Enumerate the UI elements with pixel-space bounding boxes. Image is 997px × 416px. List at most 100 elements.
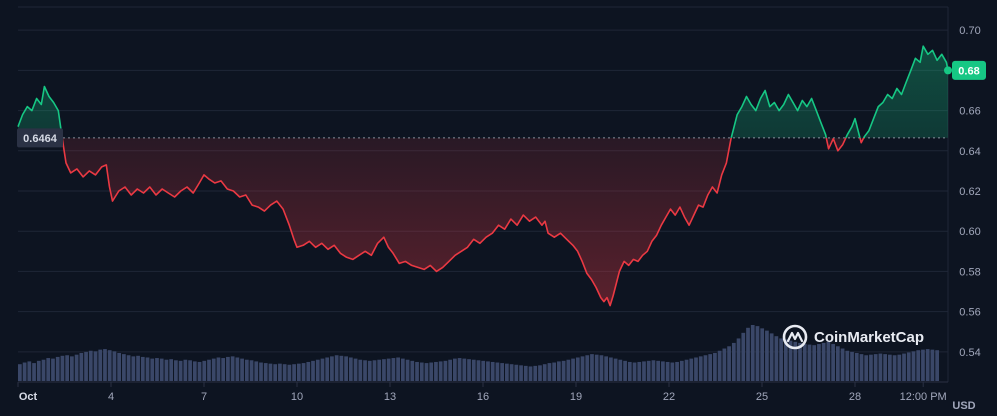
reference-price-label: 0.6464 bbox=[23, 133, 58, 145]
volume-bar bbox=[750, 325, 755, 381]
volume-bar bbox=[585, 355, 590, 381]
volume-bar bbox=[783, 339, 788, 381]
volume-bar bbox=[367, 360, 372, 381]
volume-bar bbox=[481, 360, 486, 381]
volume-bar bbox=[424, 363, 429, 381]
volume-bar bbox=[911, 351, 916, 381]
x-tick-label: 16 bbox=[477, 391, 489, 403]
volume-bar bbox=[684, 359, 689, 381]
volume-bar bbox=[207, 359, 211, 381]
volume-bar bbox=[410, 360, 415, 381]
area-below-reference bbox=[62, 137, 864, 306]
y-tick-label: 0.60 bbox=[959, 226, 980, 238]
volume-bar bbox=[263, 363, 268, 381]
volume-bar bbox=[623, 360, 627, 381]
volume-bar bbox=[391, 358, 396, 381]
volume-bar bbox=[55, 356, 60, 381]
volume-bar bbox=[344, 356, 348, 381]
volume-bar bbox=[731, 342, 736, 381]
volume-bar bbox=[490, 361, 495, 381]
volume-bar bbox=[713, 353, 717, 381]
volume-bar bbox=[646, 360, 651, 381]
volume-bar bbox=[722, 348, 727, 381]
volume-bar bbox=[358, 359, 363, 381]
volume-bar bbox=[235, 357, 240, 381]
volume-bar bbox=[79, 353, 84, 381]
volume-bar bbox=[935, 350, 939, 381]
volume-bar bbox=[807, 344, 812, 381]
volume-bar bbox=[741, 332, 746, 381]
y-tick-label: 0.64 bbox=[959, 146, 980, 158]
volume-bar bbox=[746, 327, 750, 381]
volume-bar bbox=[916, 350, 921, 381]
volume-bar bbox=[434, 361, 438, 381]
volume-bar bbox=[46, 358, 51, 381]
volume-bar bbox=[703, 355, 708, 381]
volume-bar bbox=[315, 359, 320, 381]
volume-bar bbox=[377, 359, 382, 381]
volume-bar bbox=[925, 349, 930, 381]
currency-unit-label: USD bbox=[952, 400, 975, 412]
volume-bar bbox=[765, 330, 769, 381]
volume-bar bbox=[41, 359, 46, 381]
reference-price-badge: 0.6464 bbox=[17, 128, 63, 148]
volume-bar bbox=[627, 361, 632, 381]
volume-bar bbox=[779, 338, 783, 381]
volume-bar bbox=[131, 356, 136, 381]
volume-bar bbox=[821, 342, 826, 381]
volume-bar bbox=[169, 359, 174, 381]
volume-bar bbox=[500, 363, 505, 381]
volume-bar bbox=[812, 345, 817, 381]
volume-bar bbox=[632, 362, 637, 381]
volume-bar bbox=[850, 351, 854, 381]
volume-bar bbox=[575, 357, 580, 381]
volume-bar bbox=[798, 342, 802, 381]
volume-bar bbox=[98, 349, 103, 381]
volume-bar bbox=[594, 354, 599, 381]
volume-bar bbox=[339, 355, 344, 381]
volume-bar bbox=[415, 361, 419, 381]
volume-bar bbox=[793, 341, 798, 381]
y-tick-label: 0.58 bbox=[959, 266, 980, 278]
volume-bar bbox=[755, 326, 760, 381]
volume-bar bbox=[769, 333, 774, 381]
volume-bar bbox=[760, 328, 765, 381]
volume-bar bbox=[694, 357, 698, 381]
volume-bar bbox=[557, 361, 561, 381]
volume-bar bbox=[438, 361, 443, 381]
volume-bar bbox=[817, 344, 821, 381]
volume-bar bbox=[651, 360, 656, 381]
x-tick-label: 22 bbox=[663, 391, 675, 403]
volume-bar bbox=[523, 365, 528, 381]
x-tick-label: 25 bbox=[756, 391, 768, 403]
volume-bar bbox=[372, 360, 377, 381]
volume-bar bbox=[334, 355, 339, 381]
volume-bar bbox=[65, 355, 70, 381]
volume-bar bbox=[580, 356, 585, 381]
volume-bar bbox=[382, 359, 386, 381]
volume-bar bbox=[353, 358, 358, 381]
volume-bar bbox=[183, 359, 188, 381]
volume-bar bbox=[637, 361, 642, 381]
volume-bar bbox=[462, 358, 467, 381]
volume-bar bbox=[192, 361, 197, 381]
volume-bar bbox=[533, 365, 538, 381]
volume-bar bbox=[774, 336, 779, 381]
volume-bar bbox=[887, 354, 892, 381]
volume-bar bbox=[519, 365, 523, 381]
volume-bar bbox=[457, 358, 462, 381]
volume-bar bbox=[254, 361, 259, 381]
volume-bar bbox=[211, 358, 216, 381]
volume-bar bbox=[311, 360, 315, 381]
volume-bar bbox=[348, 357, 353, 381]
volume-bar bbox=[538, 365, 542, 381]
y-tick-label: 0.62 bbox=[959, 186, 980, 198]
volume-bar bbox=[571, 358, 575, 381]
volume-bars bbox=[18, 325, 939, 381]
x-tick-label: 13 bbox=[384, 391, 396, 403]
volume-bar bbox=[665, 361, 670, 381]
volume-bar bbox=[150, 358, 155, 381]
volume-bar bbox=[514, 364, 519, 381]
